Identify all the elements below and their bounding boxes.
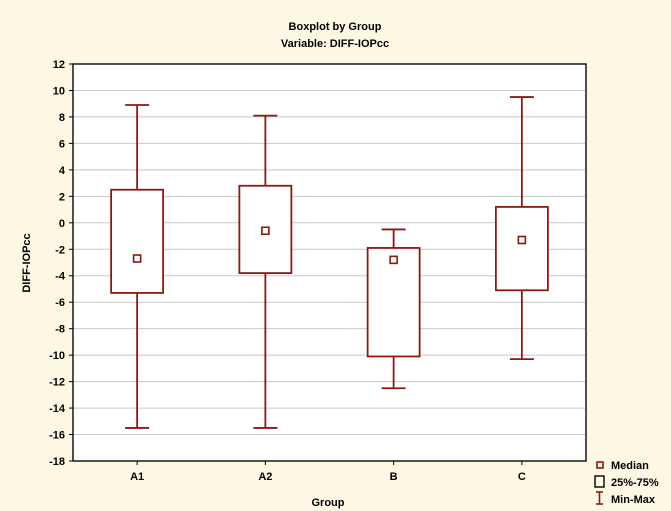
- y-tick-label: -14: [49, 403, 66, 415]
- legend-box-icon: [594, 475, 605, 488]
- y-tick-label: 12: [53, 59, 65, 71]
- x-tick-label: B: [390, 471, 398, 483]
- box-c: [494, 96, 549, 361]
- y-tick-label: -10: [49, 350, 65, 362]
- chart-title: Boxplot by Group: [289, 21, 382, 33]
- x-tick-label: C: [518, 471, 526, 483]
- y-tick-label: -18: [49, 456, 65, 468]
- y-tick-label: 6: [59, 138, 65, 150]
- plot-frame: [72, 63, 587, 462]
- boxes: [110, 96, 549, 429]
- median-marker: [517, 235, 527, 245]
- x-axis-label: Group: [312, 497, 345, 509]
- legend-whisker-label: Min-Max: [611, 494, 656, 506]
- median-marker: [261, 226, 270, 236]
- box-iqr: [366, 247, 421, 358]
- y-tick-label: -4: [55, 271, 66, 283]
- x-tick-label: A1: [130, 471, 144, 483]
- chart-subtitle: Variable: DIFF-IOPcc: [281, 38, 389, 50]
- y-tick-label: -6: [55, 297, 65, 309]
- median-marker: [132, 254, 142, 263]
- y-tick-label: -8: [55, 324, 65, 336]
- box-a2: [238, 114, 293, 429]
- box-b: [366, 228, 421, 390]
- y-tick-label: 0: [59, 218, 65, 230]
- y-tick-label: -16: [49, 430, 65, 442]
- median-marker: [389, 255, 398, 265]
- box-iqr: [110, 188, 165, 294]
- legend: Median 25%-75% Min-Max: [594, 460, 659, 506]
- y-axis-ticks: 12 10 8 6 4 2 0 -2 -4 -6 -8 -10 -12 -14 -16 -18: [49, 59, 73, 468]
- box-iqr: [238, 184, 293, 274]
- y-tick-label: 2: [59, 191, 65, 203]
- y-axis-label: DIFF-IOPcc: [21, 233, 33, 292]
- y-tick-label: -2: [55, 244, 65, 256]
- box-a1: [110, 104, 165, 429]
- y-tick-label: 10: [53, 85, 65, 97]
- box-iqr: [494, 206, 549, 292]
- legend-box-label: 25%-75%: [611, 477, 659, 489]
- y-tick-label: -12: [49, 377, 65, 389]
- legend-median-icon: [596, 461, 604, 469]
- y-tick-label: 8: [59, 112, 65, 124]
- legend-median-label: Median: [611, 460, 649, 472]
- x-axis-ticks: A1 A2 B C: [130, 461, 526, 483]
- x-tick-label: A2: [258, 471, 272, 483]
- y-tick-label: 4: [59, 165, 66, 177]
- legend-whisker-icon: [596, 491, 603, 505]
